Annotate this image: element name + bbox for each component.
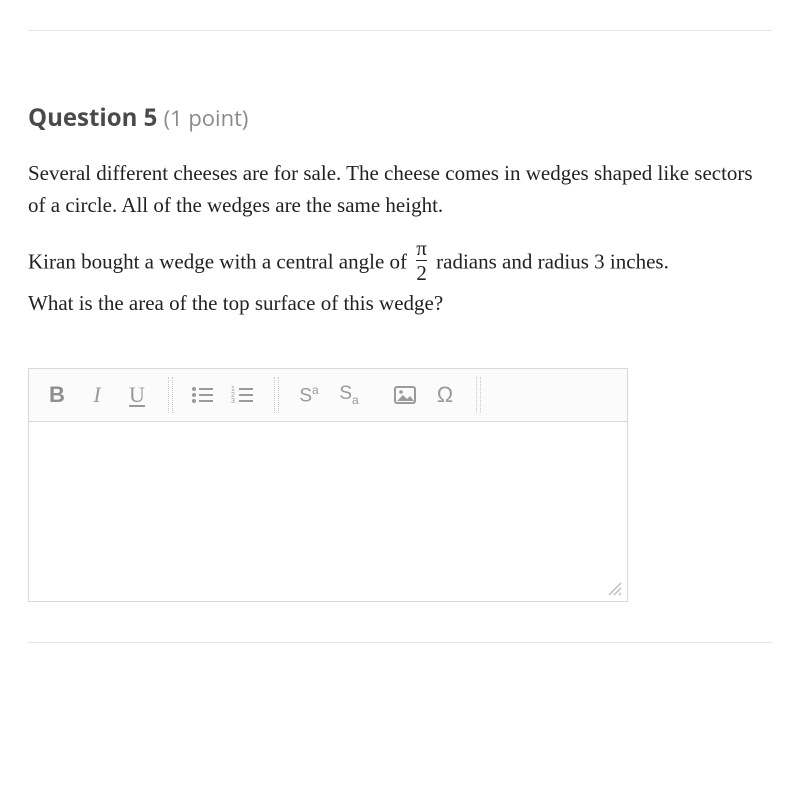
image-icon	[394, 386, 416, 404]
toolbar-divider	[271, 369, 281, 421]
editor-toolbar: B I U	[28, 368, 628, 422]
bullet-list-button[interactable]	[183, 376, 223, 414]
fraction: π2	[416, 237, 427, 286]
superscript-button[interactable]: Sa	[289, 376, 329, 414]
question-block: Question 5 (1 point) Several different c…	[28, 31, 772, 642]
omega-icon: Ω	[437, 382, 453, 408]
bold-button[interactable]: B	[37, 376, 77, 414]
resize-icon	[605, 579, 623, 597]
toolbar-group-script: Sa Sa	[281, 369, 377, 421]
italic-button[interactable]: I	[77, 376, 117, 414]
toolbar-group-lists: 1 2 3	[175, 369, 271, 421]
numbered-list-icon: 1 2 3	[231, 385, 255, 405]
bottom-divider	[28, 642, 772, 643]
question-prompt: Several different cheeses are for sale. …	[28, 158, 772, 320]
question-title-prefix: Question	[28, 101, 137, 134]
toolbar-divider	[165, 369, 175, 421]
subscript-icon: Sa	[339, 383, 358, 407]
editor-textarea[interactable]	[28, 422, 628, 602]
question-number: 5	[144, 101, 158, 134]
superscript-icon: Sa	[299, 383, 318, 407]
toolbar-group-insert: Ω	[377, 369, 473, 421]
insert-symbol-button[interactable]: Ω	[425, 376, 465, 414]
underline-button[interactable]: U	[117, 376, 157, 414]
question-title: Question 5 (1 point)	[28, 101, 772, 134]
insert-image-button[interactable]	[385, 376, 425, 414]
fraction-numerator: π	[416, 237, 427, 260]
svg-text:3: 3	[231, 398, 235, 405]
toolbar-divider	[473, 369, 483, 421]
bullet-list-icon	[191, 385, 215, 405]
question-points: (1 point)	[164, 103, 249, 133]
subscript-button[interactable]: Sa	[329, 376, 369, 414]
line2-after: radians and radius 3 inches.	[431, 249, 669, 273]
resize-handle[interactable]	[605, 579, 623, 597]
prompt-intro: Several different cheeses are for sale. …	[28, 158, 772, 221]
toolbar-group-text: B I U	[29, 369, 165, 421]
line2-before: Kiran bought a wedge with a central angl…	[28, 249, 412, 273]
prompt-line3: What is the area of the top surface of t…	[28, 291, 443, 315]
fraction-denominator: 2	[416, 260, 427, 286]
numbered-list-button[interactable]: 1 2 3	[223, 376, 263, 414]
page: Question 5 (1 point) Several different c…	[0, 0, 800, 673]
rich-text-editor: B I U	[28, 368, 628, 602]
prompt-line2: Kiran bought a wedge with a central angl…	[28, 239, 772, 320]
